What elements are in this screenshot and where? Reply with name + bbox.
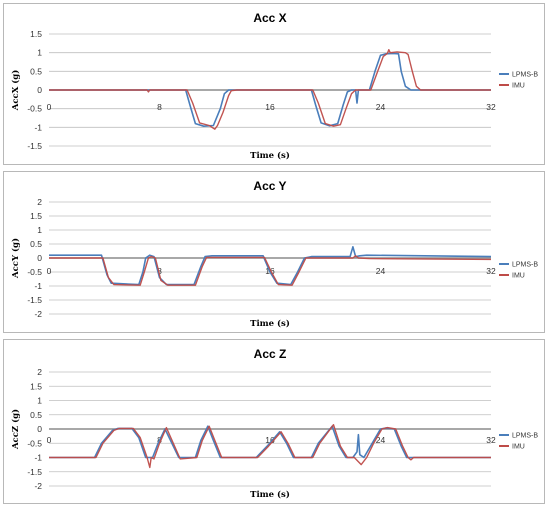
y-tick-label: -1.5 [27,295,42,305]
legend-label: IMU [512,444,525,451]
x-tick-label: 0 [47,435,52,445]
y-tick-label: 1.5 [30,211,42,221]
series-line-lpms-b [49,52,491,127]
x-axis-label: Time (s) [250,318,290,329]
y-tick-label: 0.5 [30,239,42,249]
y-tick-label: 2 [37,367,42,377]
y-tick-label: -0.5 [27,104,42,114]
y-tick-label: 0.5 [30,410,42,420]
y-tick-label: 1 [37,48,42,58]
x-tick-label: 32 [486,102,496,112]
series-line-imu [49,49,491,130]
y-axis-label: AccZ (g) [10,409,21,450]
y-tick-label: -2 [34,309,42,319]
series-line-imu [49,423,491,469]
x-tick-label: 8 [157,102,162,112]
y-tick-label: 0.5 [30,66,42,76]
y-tick-label: -0.5 [27,267,42,277]
legend-label: LPMS-B [512,262,538,269]
x-tick-label: 16 [265,435,275,445]
x-tick-label: 16 [265,102,275,112]
y-axis-label: AccY (g) [10,238,21,279]
y-tick-label: 0 [37,253,42,263]
series-line-lpms-b [49,246,492,286]
legend-label: LPMS-B [512,433,538,440]
x-tick-label: 24 [376,102,386,112]
chart-acc-y: Acc Y 2 1.5 1 0.5 0 -0.5 -1 -1.5 -2 0 8 16 24 32 Time (… [3,171,545,333]
x-axis-label: Time (s) [250,489,290,500]
chart-acc-x-svg: Acc X 1.5 1 0.5 0 -0.5 -1 -1.5 0 8 16 24 32 Time (s) A… [10,11,538,161]
chart-acc-z: Acc Z 2 1.5 1 0.5 0 -0.5 -1 -1.5 -2 0 8 16 24 32 Time (… [3,339,545,504]
chart-acc-x: Acc X 1.5 1 0.5 0 -0.5 -1 -1.5 0 8 16 24 32 Time (s) A… [3,3,545,165]
series-line-lpms-b [49,425,491,459]
y-tick-label: -1 [34,281,42,291]
x-axis-label: Time (s) [250,150,290,161]
y-tick-label: 1.5 [30,381,42,391]
y-tick-label: -1 [34,453,42,463]
y-tick-label: 0 [37,424,42,434]
x-tick-label: 32 [486,435,496,445]
x-tick-label: 32 [486,266,496,276]
legend-label: IMU [512,273,525,280]
x-tick-label: 24 [376,435,386,445]
y-tick-label: 1.5 [30,29,42,39]
y-tick-label: -0.5 [27,438,42,448]
y-tick-label: 0 [37,85,42,95]
y-tick-label: -1 [34,122,42,132]
x-tick-label: 8 [157,266,162,276]
series-line-imu [49,255,492,286]
chart-title: Acc Z [254,347,287,361]
x-tick-label: 24 [376,266,386,276]
chart-title: Acc Y [253,179,286,193]
y-tick-label: 1 [37,396,42,406]
chart-title: Acc X [253,11,286,25]
y-tick-label: 2 [37,197,42,207]
y-tick-label: 1 [37,225,42,235]
legend-label: LPMS-B [512,72,538,79]
y-axis-label: AccX (g) [10,70,21,112]
legend-label: IMU [512,83,525,90]
y-tick-label: -1.5 [27,467,42,477]
x-tick-label: 0 [47,266,52,276]
x-tick-label: 0 [47,102,52,112]
y-tick-label: -1.5 [27,141,42,151]
y-tick-label: -2 [34,481,42,491]
